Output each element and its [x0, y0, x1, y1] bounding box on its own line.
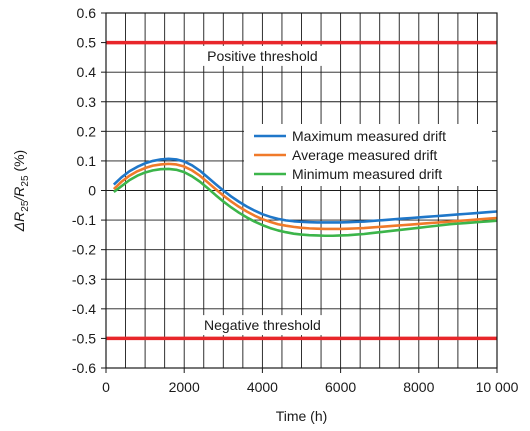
y-axis-label-sub2: 25: [20, 175, 31, 187]
negative-threshold-label-bg: [186, 315, 339, 336]
positive-threshold-label: Positive threshold: [207, 48, 318, 64]
negative-threshold-label: Negative threshold: [204, 317, 321, 333]
y-tick-label: 0: [88, 183, 96, 199]
legend: Maximum measured drift Average measured d…: [244, 124, 492, 186]
positive-threshold-label-bg: [186, 45, 339, 66]
y-tick-label: 0.5: [77, 35, 97, 51]
x-tick-label: 6000: [325, 379, 356, 395]
y-tick-label: -0.2: [72, 242, 96, 258]
x-tick-label: 0: [102, 379, 110, 395]
y-tick-label: 0.3: [77, 94, 97, 110]
threshold-lines: [106, 40, 497, 341]
y-tick-label: 0.2: [77, 123, 97, 139]
legend-label: Minimum measured drift: [292, 166, 442, 182]
grid: [106, 13, 497, 368]
y-axis-label-sub1: 25: [20, 200, 31, 212]
y-tick-label: 0.6: [77, 5, 97, 21]
y-tick-label: 0.1: [77, 153, 97, 169]
y-tick-label: -0.3: [72, 271, 96, 287]
x-tick-label: 8000: [403, 379, 434, 395]
series-line-average: [112, 162, 498, 231]
x-axis-label: Time (h): [276, 408, 328, 424]
y-axis-label-unit: (%): [11, 150, 27, 176]
legend-label: Average measured drift: [292, 147, 437, 163]
x-tick-label: 4000: [247, 379, 278, 395]
series-line-maximum: [112, 157, 498, 224]
legend-label: Maximum measured drift: [292, 128, 446, 144]
y-axis-label: ΔR25/R25 (%): [11, 150, 31, 232]
y-axis-label-slash: /R: [11, 187, 27, 202]
x-tick-label: 10 000: [476, 379, 519, 395]
series-line-minimum: [113, 167, 498, 238]
y-tick-label: 0.4: [77, 64, 97, 80]
x-tick-label: 2000: [169, 379, 200, 395]
series-lines: [112, 157, 498, 238]
y-tick-label: -0.5: [72, 330, 96, 346]
y-axis-label-delta: ΔR: [11, 212, 27, 233]
y-tick-label: -0.1: [72, 212, 96, 228]
y-tick-label: -0.6: [72, 360, 96, 376]
threshold-annotations: Positive threshold Negative threshold: [186, 45, 339, 336]
axis-ticks: 0 2000 4000 6000 8000 10 000 -0.6 -0.5 -0.4 -0.3 -…: [72, 5, 519, 395]
y-tick-label: -0.4: [72, 301, 96, 317]
